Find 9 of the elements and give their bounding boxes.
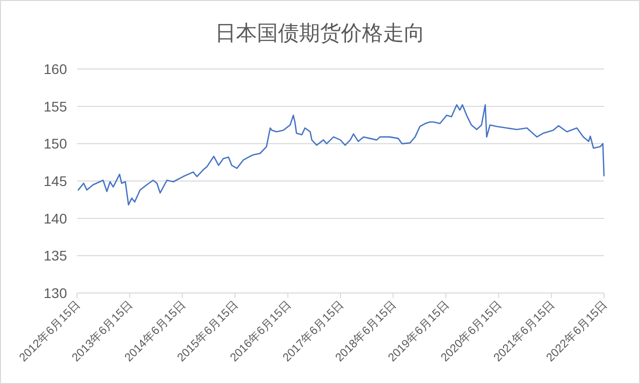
line-series [78, 104, 605, 206]
y-tick-label: 135 [44, 248, 68, 264]
y-tick-label: 155 [44, 98, 68, 114]
y-tick-label: 160 [44, 61, 68, 77]
y-tick-label: 150 [44, 136, 68, 152]
y-tick-label: 145 [44, 173, 68, 189]
y-tick-label: 140 [44, 210, 68, 226]
chart-title: 日本国债期货价格走向 [215, 22, 425, 45]
y-tick-label: 130 [44, 285, 68, 301]
